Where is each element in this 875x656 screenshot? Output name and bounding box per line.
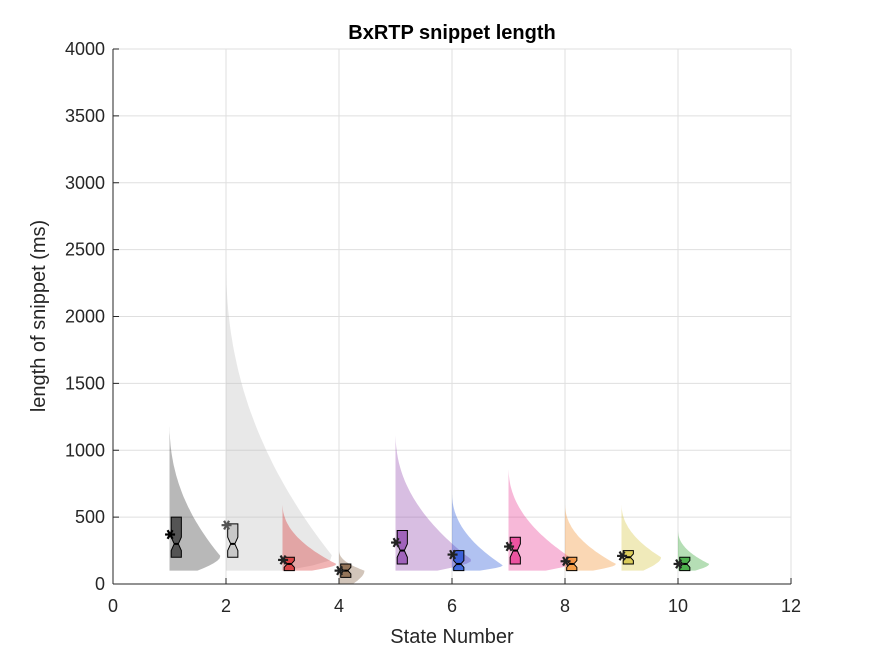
- mean-marker-stroke: [392, 537, 400, 548]
- mean-marker: [617, 551, 628, 561]
- mean-marker-stroke: [675, 559, 683, 569]
- mean-marker-stroke: [562, 556, 570, 567]
- y-tick-label: 3000: [65, 173, 105, 193]
- mean-marker: [673, 559, 684, 569]
- y-tick-label: 1500: [65, 373, 105, 393]
- violin-state-2: [221, 263, 332, 571]
- violin-series: [165, 263, 710, 584]
- mean-marker: [560, 556, 571, 567]
- mean-marker: [278, 555, 289, 565]
- box: [170, 516, 182, 558]
- y-tick-label: 0: [95, 574, 105, 594]
- violin-shape: [565, 503, 616, 571]
- y-tick-label: 1000: [65, 440, 105, 460]
- x-tick-label: 2: [221, 596, 231, 616]
- mean-marker: [165, 529, 176, 540]
- violin-state-6: [447, 493, 503, 572]
- violin-shape: [282, 503, 337, 571]
- mean-marker: [391, 537, 402, 548]
- violin-shape: [452, 493, 503, 571]
- x-tick-label: 10: [668, 596, 688, 616]
- x-tick-label: 8: [560, 596, 570, 616]
- mean-marker: [334, 565, 345, 576]
- y-axis-label: length of snippet (ms): [28, 220, 50, 412]
- mean-marker-stroke: [223, 520, 231, 531]
- mean-marker: [447, 549, 458, 560]
- violin-state-3: [278, 503, 337, 572]
- violin-state-5: [391, 432, 471, 571]
- violin-shape: [169, 423, 221, 571]
- mean-marker: [504, 541, 515, 552]
- y-tick-label: 2500: [65, 240, 105, 260]
- mean-marker-stroke: [336, 565, 344, 576]
- x-tick-label: 12: [781, 596, 801, 616]
- y-tick-label: 500: [75, 507, 105, 527]
- axes: [112, 48, 792, 585]
- violin-state-8: [560, 503, 616, 572]
- x-tick-label: 6: [447, 596, 457, 616]
- chart-title: BxRTP snippet length: [348, 22, 555, 44]
- violin-state-7: [504, 467, 576, 571]
- x-tick-label: 0: [108, 596, 118, 616]
- violin-state-10: [673, 530, 710, 572]
- violin-state-4: [334, 550, 365, 584]
- violin-state-9: [617, 503, 661, 571]
- tick-labels: 0 2 4 6 8 10 12 0 500 1000 1500 2000 2500 3000 3500 400…: [65, 39, 801, 616]
- box: [396, 530, 408, 565]
- y-tick-label: 3500: [65, 106, 105, 126]
- x-axis-label: State Number: [390, 626, 514, 648]
- mean-marker-stroke: [279, 555, 287, 565]
- x-tick-label: 4: [334, 596, 344, 616]
- violin-shape: [508, 467, 576, 571]
- violin-shape: [395, 432, 471, 571]
- violin-shape: [226, 263, 332, 571]
- y-tick-label: 2000: [65, 307, 105, 327]
- mean-marker-stroke: [505, 541, 513, 552]
- box: [227, 523, 239, 558]
- violin-state-1: [165, 423, 221, 571]
- y-tick-label: 4000: [65, 39, 105, 59]
- mean-marker: [221, 520, 232, 531]
- mean-marker-stroke: [618, 551, 626, 561]
- mean-marker-stroke: [449, 549, 457, 560]
- mean-marker-stroke: [166, 529, 174, 540]
